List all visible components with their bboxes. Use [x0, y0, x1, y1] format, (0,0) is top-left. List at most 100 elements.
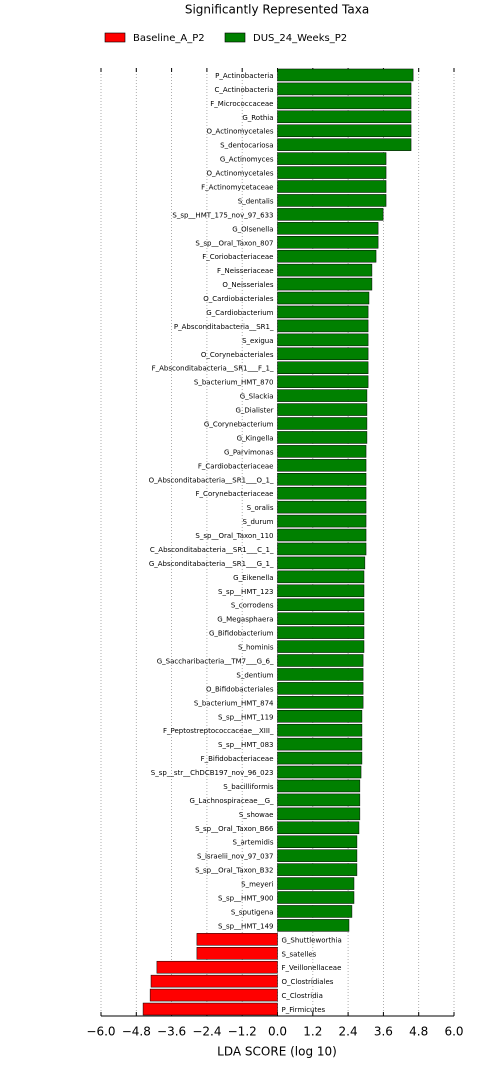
bar: [277, 291, 370, 305]
bar: [277, 793, 361, 807]
legend-label: DUS_24_Weeks_P2: [253, 33, 347, 44]
category-label: S_exigua: [242, 337, 273, 345]
bar: [277, 654, 364, 667]
category-label: F_Peptostreptococcaceae__XIII_: [163, 727, 274, 735]
bar: [277, 737, 363, 751]
bar: [277, 668, 364, 681]
x-tick-label: 2.4: [339, 1025, 358, 1039]
x-tick-label: 3.6: [374, 1025, 393, 1039]
bar: [277, 208, 384, 221]
category-label: C_Actinobacteria: [214, 86, 273, 94]
legend-label: Baseline_A_P2: [133, 33, 205, 44]
category-label: O_Clostridiales: [282, 978, 334, 986]
x-tick-label: 6.0: [444, 1025, 463, 1039]
category-label: F_Bifidobacteriaceae: [201, 755, 274, 763]
bar: [277, 835, 358, 848]
category-label: O_Absconditabacteria__SR1___O_1_: [149, 476, 274, 484]
category-label: G_Corynebacterium: [204, 421, 274, 429]
bar: [277, 68, 414, 82]
category-label: G_Actinomyces: [220, 156, 274, 164]
category-label: G_Bifidobacterium: [209, 630, 274, 638]
bar: [277, 96, 412, 110]
category-label: F_Corynebacteriaceae: [196, 490, 274, 498]
category-label: S_bacterium_HMT_874: [194, 699, 274, 707]
category-label: S_satelles: [282, 950, 317, 958]
bar: [277, 459, 367, 472]
legend-swatch: [224, 32, 246, 43]
category-label: G_Absconditabacteria__SR1___G_1_: [149, 560, 274, 568]
category-label: O_Corynebacteriales: [201, 351, 274, 359]
bar: [277, 82, 412, 96]
category-label: S_corrodens: [231, 602, 274, 610]
bar: [277, 305, 369, 319]
bar: [277, 542, 367, 556]
x-tick-label: −1.2: [228, 1025, 257, 1039]
bar: [277, 124, 412, 137]
category-label: S_sp__HMT_119: [218, 713, 273, 721]
bar: [196, 947, 278, 960]
category-label: G_Eikenella: [233, 574, 273, 582]
category-label: S_sp__HMT_083: [218, 741, 273, 749]
category-label: S_oralis: [247, 504, 274, 512]
category-label: S_sputigena: [231, 908, 274, 916]
category-label: F_Micrococcaceae: [210, 100, 273, 108]
category-label: G_Shuttleworthia: [282, 936, 342, 944]
bar: [277, 821, 360, 835]
category-label: G_Rothia: [242, 114, 273, 122]
category-label: S_sp__HMT_175_nov_97_633: [172, 211, 273, 219]
bar: [277, 849, 358, 862]
bar: [277, 696, 364, 709]
category-label: O_Actinomycetales: [207, 170, 274, 178]
category-label: S_sp__Oral_Taxon_807: [195, 239, 273, 247]
category-label: G_Parvimonas: [224, 448, 274, 456]
bar: [277, 570, 365, 584]
bar: [142, 1002, 278, 1016]
bar: [277, 514, 367, 528]
category-label: G_Lachnospiraceae__G_: [190, 797, 274, 805]
bar: [277, 431, 368, 444]
category-label: F_Actinomycetaceae: [201, 184, 273, 192]
bar: [277, 110, 412, 124]
category-label: O_Cardiobacteriales: [203, 295, 274, 303]
bar: [277, 361, 369, 374]
legend-swatch: [104, 32, 126, 43]
x-tick-label: 4.8: [409, 1025, 428, 1039]
category-label: S_sp__Oral_Taxon_110: [195, 532, 273, 540]
category-label: F_Coriobacteriaceae: [202, 253, 273, 261]
category-label: S_sp__HMT_900: [218, 895, 273, 903]
category-label: G_Kingella: [237, 434, 274, 442]
category-label: S_bacilliformis: [223, 783, 274, 791]
category-label: S_dentium: [236, 671, 273, 679]
category-label: S_sp__HMT_123: [218, 588, 273, 596]
bar: [277, 584, 365, 598]
category-label: S_sp__Oral_Taxon_B66: [195, 825, 274, 833]
bar: [277, 626, 365, 639]
bar: [277, 905, 353, 918]
category-label: S_artemidis: [233, 839, 274, 847]
bar: [277, 751, 363, 765]
bar: [277, 375, 369, 388]
category-label: S_dentocariosa: [220, 142, 273, 150]
x-tick-label: 0.0: [268, 1025, 287, 1039]
category-label: F_Cardiobacteriaceae: [198, 462, 274, 470]
category-label: P_Firmicutes: [282, 1006, 326, 1014]
bar: [156, 960, 278, 974]
bar: [277, 891, 355, 904]
category-label: S_bacterium_HMT_870: [194, 379, 274, 387]
bar: [149, 988, 278, 1002]
bar: [277, 166, 387, 179]
bar: [277, 138, 412, 151]
category-label: G_Saccharibacteria__TM7___G_6_: [157, 658, 274, 666]
category-label: G_Dialister: [235, 407, 273, 415]
bar: [277, 152, 387, 165]
category-label: G_Megasphaera: [217, 616, 273, 624]
x-tick-label: −4.8: [122, 1025, 151, 1039]
bar: [277, 263, 373, 277]
category-label: S_meyeri: [241, 881, 273, 889]
bar: [277, 556, 366, 570]
bar: [277, 236, 379, 249]
bar: [196, 933, 278, 946]
category-label: S_israelii_nov_97_037: [197, 853, 273, 861]
bar: [277, 863, 358, 876]
bar: [277, 723, 363, 737]
